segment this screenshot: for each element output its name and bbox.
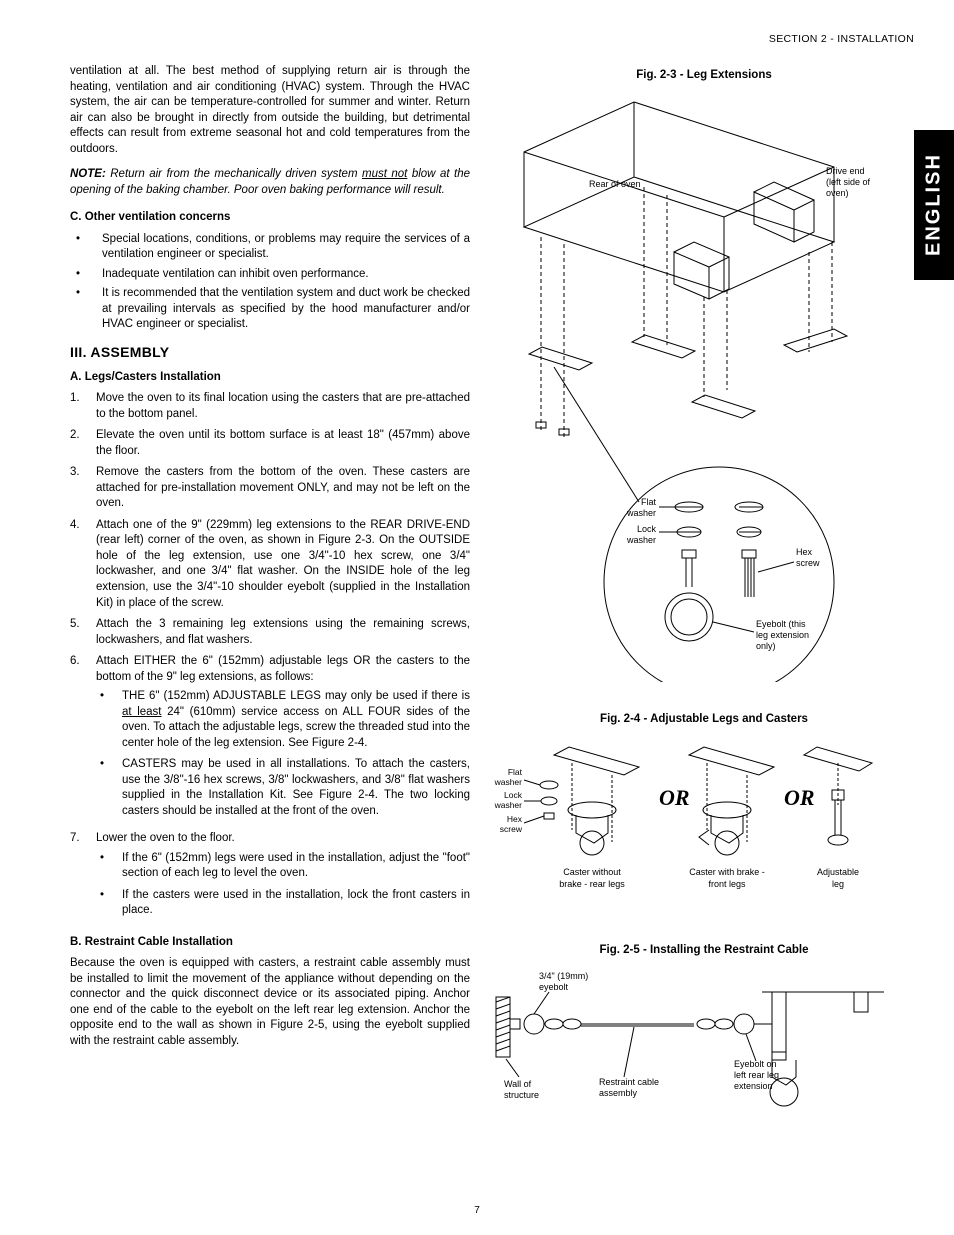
- note-paragraph: NOTE: Return air from the mechanically d…: [70, 167, 470, 198]
- step7-sub: If the casters were used in the installa…: [96, 888, 470, 919]
- svg-text:Drive end: Drive end: [826, 166, 865, 176]
- svg-text:extension: extension: [734, 1081, 773, 1091]
- note-lead: NOTE:: [70, 168, 106, 180]
- svg-text:Lock: Lock: [504, 790, 523, 800]
- section-header: SECTION 2 - INSTALLATION: [70, 32, 914, 46]
- svg-text:(left side of: (left side of: [826, 177, 871, 187]
- fig-2-4-svg: OR OR Flat washer Lock washer Hex screw …: [494, 735, 884, 915]
- right-column: Fig. 2-3 - Leg Extensions: [494, 64, 914, 1127]
- step: 6. Attach EITHER the 6" (152mm) adjustab…: [70, 654, 470, 825]
- fig-2-5-caption: Fig. 2-5 - Installing the Restraint Cabl…: [494, 943, 914, 959]
- fig-2-3-caption: Fig. 2-3 - Leg Extensions: [494, 68, 914, 84]
- subsection-b-heading: B. Restraint Cable Installation: [70, 935, 470, 951]
- fig-2-4-caption: Fig. 2-4 - Adjustable Legs and Casters: [494, 712, 914, 728]
- step: 1.Move the oven to its final location us…: [70, 391, 470, 422]
- svg-text:screw: screw: [500, 824, 523, 834]
- c-bullet-list: Special locations, conditions, or proble…: [70, 232, 470, 333]
- svg-text:assembly: assembly: [599, 1088, 638, 1098]
- svg-text:Adjustable: Adjustable: [817, 867, 859, 877]
- svg-text:washer: washer: [626, 508, 656, 518]
- language-tab: ENGLISH: [914, 130, 954, 280]
- step6-sublist: THE 6" (152mm) ADJUSTABLE LEGS may only …: [96, 689, 470, 819]
- svg-text:only): only): [756, 641, 776, 651]
- svg-text:eyebolt: eyebolt: [539, 982, 569, 992]
- svg-text:washer: washer: [494, 777, 522, 787]
- page-number: 7: [474, 1204, 480, 1218]
- subsection-a-heading: A. Legs/Casters Installation: [70, 370, 470, 386]
- b-body: Because the oven is equipped with caster…: [70, 956, 470, 1049]
- svg-text:Hex: Hex: [507, 814, 523, 824]
- svg-text:leg: leg: [832, 879, 844, 889]
- svg-text:Restraint cable: Restraint cable: [599, 1077, 659, 1087]
- step6-sub-a: THE 6" (152mm) ADJUSTABLE LEGS may only …: [96, 689, 470, 751]
- step: 3.Remove the casters from the bottom of …: [70, 465, 470, 512]
- svg-text:Caster with brake -: Caster with brake -: [689, 867, 765, 877]
- step: 4.Attach one of the 9" (229mm) leg exten…: [70, 518, 470, 611]
- step7-sublist: If the 6" (152mm) legs were used in the …: [96, 851, 470, 919]
- c-item: Inadequate ventilation can inhibit oven …: [70, 267, 470, 283]
- fig-2-5-svg: 3/4" (19mm) eyebolt Eyebolt on left rear…: [494, 967, 884, 1127]
- svg-text:front legs: front legs: [708, 879, 746, 889]
- svg-text:washer: washer: [626, 535, 656, 545]
- step: 5.Attach the 3 remaining leg extensions …: [70, 617, 470, 648]
- svg-text:Eyebolt (this: Eyebolt (this: [756, 619, 806, 629]
- left-column: ventilation at all. The best method of s…: [70, 64, 470, 1127]
- step: 2.Elevate the oven until its bottom surf…: [70, 428, 470, 459]
- svg-text:structure: structure: [504, 1090, 539, 1100]
- assembly-steps: 1.Move the oven to its final location us…: [70, 391, 470, 924]
- step: 7. Lower the oven to the floor. If the 6…: [70, 831, 470, 925]
- svg-text:Flat: Flat: [641, 497, 657, 507]
- svg-text:Lock: Lock: [637, 524, 657, 534]
- assembly-heading: III. ASSEMBLY: [70, 343, 470, 362]
- svg-text:Eyebolt on: Eyebolt on: [734, 1059, 777, 1069]
- fig-2-5: 3/4" (19mm) eyebolt Eyebolt on left rear…: [494, 967, 914, 1127]
- svg-text:3/4" (19mm): 3/4" (19mm): [539, 971, 588, 981]
- c-item: It is recommended that the ventilation s…: [70, 286, 470, 333]
- svg-text:Rear of oven: Rear of oven: [589, 179, 641, 189]
- svg-text:Flat: Flat: [508, 767, 523, 777]
- two-column-layout: ventilation at all. The best method of s…: [70, 64, 914, 1127]
- svg-text:left rear leg: left rear leg: [734, 1070, 779, 1080]
- note-body-a: Return air from the mechanically driven …: [106, 168, 362, 180]
- svg-text:screw: screw: [796, 558, 820, 568]
- svg-text:OR: OR: [659, 785, 690, 810]
- step6-sub-b: CASTERS may be used in all installations…: [96, 757, 470, 819]
- fig-2-3-svg: Rear of oven Drive end (left side of ove…: [494, 92, 884, 682]
- svg-text:OR: OR: [784, 785, 815, 810]
- svg-text:oven): oven): [826, 188, 849, 198]
- svg-text:Hex: Hex: [796, 547, 813, 557]
- svg-text:leg extension: leg extension: [756, 630, 809, 640]
- svg-text:washer: washer: [494, 800, 522, 810]
- svg-text:Caster without: Caster without: [563, 867, 621, 877]
- fig-2-4: OR OR Flat washer Lock washer Hex screw …: [494, 735, 914, 915]
- fig-2-3: Rear of oven Drive end (left side of ove…: [494, 92, 914, 682]
- step7-sub: If the 6" (152mm) legs were used in the …: [96, 851, 470, 882]
- c-item: Special locations, conditions, or proble…: [70, 232, 470, 263]
- svg-text:Wall of: Wall of: [504, 1079, 532, 1089]
- subsection-c-heading: C. Other ventilation concerns: [70, 210, 470, 226]
- svg-text:brake - rear legs: brake - rear legs: [559, 879, 625, 889]
- note-underlined: must not: [362, 168, 407, 180]
- intro-paragraph: ventilation at all. The best method of s…: [70, 64, 470, 157]
